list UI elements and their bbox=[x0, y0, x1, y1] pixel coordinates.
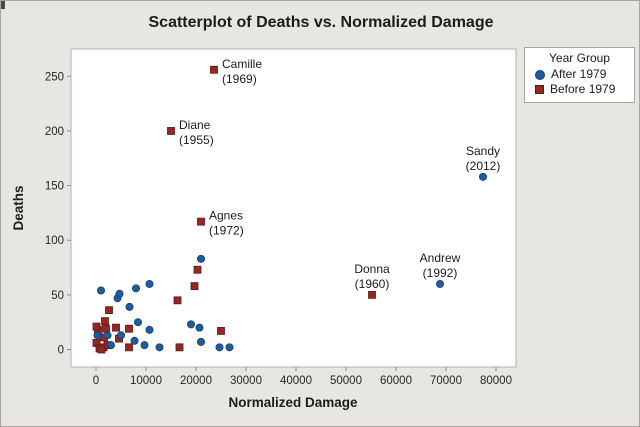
legend-entry-before-1979: Before 1979 bbox=[531, 82, 628, 97]
y-axis-label: Deaths bbox=[11, 185, 26, 230]
before-1979-marker-icon bbox=[535, 85, 544, 94]
point-after-1979 bbox=[117, 331, 126, 340]
point-before-1979 bbox=[193, 265, 202, 274]
point-after-1979 bbox=[155, 343, 164, 352]
annotation-agnes-name: Agnes bbox=[209, 209, 243, 223]
x-tick-label: 20000 bbox=[180, 375, 212, 387]
annotation-andrew-name: Andrew bbox=[420, 251, 461, 265]
point-before-1979 bbox=[173, 296, 182, 305]
point-before-1979 bbox=[167, 127, 175, 135]
point-before-1979 bbox=[101, 317, 109, 326]
point-after-1979 bbox=[196, 254, 205, 263]
point-after-1979 bbox=[93, 331, 102, 340]
point-after-1979 bbox=[130, 336, 139, 345]
y-tick-label: 200 bbox=[45, 126, 64, 138]
point-after-1979 bbox=[195, 323, 204, 332]
point-before-1979 bbox=[190, 282, 199, 291]
annotation-diane-name: Diane bbox=[179, 118, 211, 132]
y-tick-label: 0 bbox=[58, 345, 64, 357]
point-after-1979 bbox=[225, 343, 234, 352]
point-after-1979 bbox=[107, 341, 116, 350]
plot-area bbox=[70, 48, 517, 368]
point-after-1979 bbox=[435, 279, 444, 288]
point-after-1979 bbox=[131, 284, 140, 293]
x-tick-label: 80000 bbox=[480, 375, 512, 387]
annotation-donna-year: (1960) bbox=[355, 277, 390, 291]
point-before-1979 bbox=[217, 327, 225, 335]
point-before-1979 bbox=[102, 324, 110, 333]
point-before-1979 bbox=[125, 343, 133, 352]
point-after-1979 bbox=[125, 302, 134, 311]
legend-entry-after-1979: After 1979 bbox=[531, 67, 628, 82]
legend: Year Group After 1979 Before 1979 bbox=[524, 47, 635, 103]
annotation-diane-year: (1955) bbox=[179, 133, 214, 147]
point-after-1979 bbox=[97, 286, 106, 295]
point-after-1979 bbox=[215, 343, 224, 352]
x-tick-label: 30000 bbox=[230, 375, 262, 387]
point-after-1979 bbox=[145, 279, 154, 288]
annotation-sandy-name: Sandy bbox=[466, 144, 500, 158]
legend-entry-label: Before 1979 bbox=[550, 82, 616, 96]
x-tick-label: 50000 bbox=[330, 375, 362, 387]
point-before-1979 bbox=[92, 322, 101, 331]
point-after-1979 bbox=[115, 289, 124, 298]
point-before-1979 bbox=[197, 217, 205, 226]
point-after-1979 bbox=[186, 320, 195, 329]
point-after-1979 bbox=[145, 325, 154, 334]
window-corner-artifact bbox=[1, 1, 5, 9]
point-after-1979 bbox=[478, 172, 487, 181]
y-tick-label: 50 bbox=[51, 290, 64, 302]
point-after-1979 bbox=[196, 337, 205, 346]
point-after-1979 bbox=[140, 341, 149, 350]
point-after-1979 bbox=[133, 318, 142, 327]
annotation-camille-name: Camille bbox=[222, 57, 262, 71]
x-axis-label: Normalized Damage bbox=[228, 395, 358, 410]
point-before-1979 bbox=[210, 65, 218, 74]
x-tick-label: 70000 bbox=[430, 375, 462, 387]
legend-title: Year Group bbox=[549, 51, 610, 65]
annotation-camille-year: (1969) bbox=[222, 72, 257, 86]
point-after-1979 bbox=[103, 331, 112, 340]
annotation-agnes-year: (1972) bbox=[209, 224, 244, 238]
chart-title: Scatterplot of Deaths vs. Normalized Dam… bbox=[149, 14, 494, 31]
after-1979-marker-icon bbox=[535, 69, 545, 80]
annotation-sandy-year: (2012) bbox=[466, 159, 501, 173]
point-before-1979 bbox=[97, 345, 106, 354]
x-tick-label: 10000 bbox=[130, 375, 162, 387]
x-tick-label: 0 bbox=[93, 375, 99, 387]
point-before-1979 bbox=[368, 290, 376, 299]
point-before-1979 bbox=[112, 323, 120, 332]
x-tick-label: 60000 bbox=[380, 375, 412, 387]
legend-entry-label: After 1979 bbox=[551, 67, 607, 81]
x-tick-label: 40000 bbox=[280, 375, 312, 387]
point-before-1979 bbox=[125, 324, 133, 333]
annotation-andrew-year: (1992) bbox=[423, 266, 458, 280]
annotation-donna-name: Donna bbox=[354, 262, 390, 276]
y-tick-label: 100 bbox=[45, 235, 64, 247]
y-tick-label: 250 bbox=[45, 71, 64, 83]
y-tick-label: 150 bbox=[45, 181, 64, 193]
point-before-1979 bbox=[105, 306, 113, 315]
point-before-1979 bbox=[175, 343, 184, 352]
